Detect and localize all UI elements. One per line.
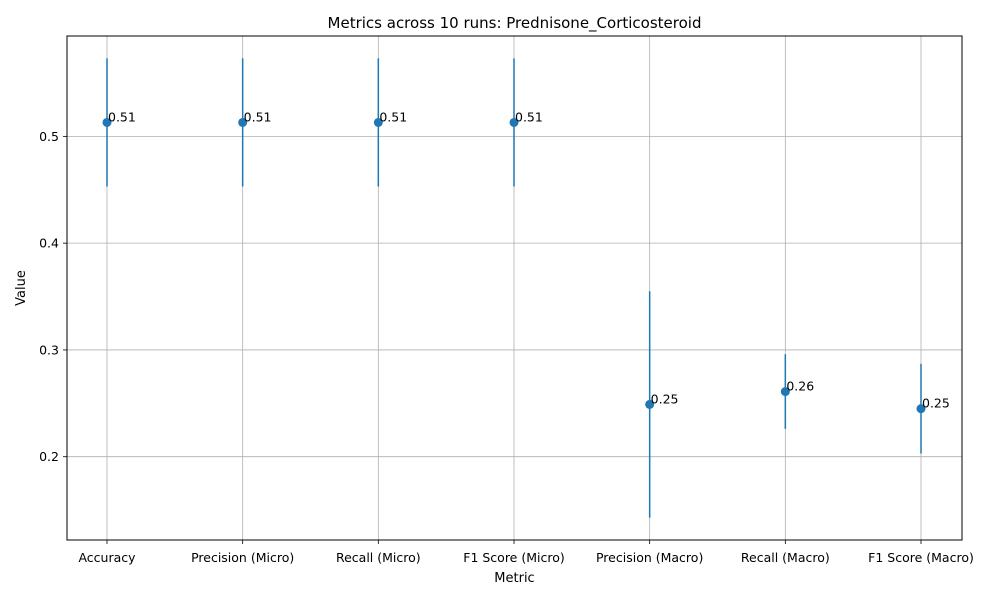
data-point [102,117,112,127]
x-axis-label: Metric [494,571,534,586]
data-points [102,117,926,414]
data-point [645,399,655,409]
data-labels: 0.51 0.51 0.51 0.51 0.25 0.26 0.25 [108,109,950,410]
y-tick-label: 0.2 [39,449,59,464]
x-tick-label: Precision (Micro) [191,550,294,565]
data-label: 0.51 [379,109,407,124]
data-label: 0.51 [108,109,136,124]
x-tick-label: F1 Score (Micro) [463,550,565,565]
chart-title: Metrics across 10 runs: Prednisone_Corti… [328,14,702,33]
data-point [780,387,790,397]
x-axis-ticks: Accuracy Precision (Micro) Recall (Micro) F… [78,540,974,565]
plot-frame [66,35,963,541]
data-point [916,404,926,414]
data-label: 0.51 [244,109,272,124]
x-tick-label: Precision (Macro) [596,550,703,565]
x-tick-label: F1 Score (Macro) [868,550,974,565]
x-tick-label: Recall (Micro) [336,550,421,565]
y-tick-label: 0.4 [39,236,59,251]
data-point [509,117,519,127]
data-label: 0.25 [922,396,950,411]
data-label: 0.51 [515,109,543,124]
y-tick-label: 0.3 [39,342,59,357]
data-point [238,117,248,127]
x-tick-label: Recall (Macro) [741,550,830,565]
data-label: 0.25 [651,391,679,406]
y-axis-label: Value [14,270,29,306]
data-label: 0.26 [786,379,814,394]
y-axis-ticks: 0.2 0.3 0.4 0.5 [39,129,67,464]
x-tick-label: Accuracy [78,550,136,565]
data-point [373,117,383,127]
y-tick-label: 0.5 [39,129,59,144]
